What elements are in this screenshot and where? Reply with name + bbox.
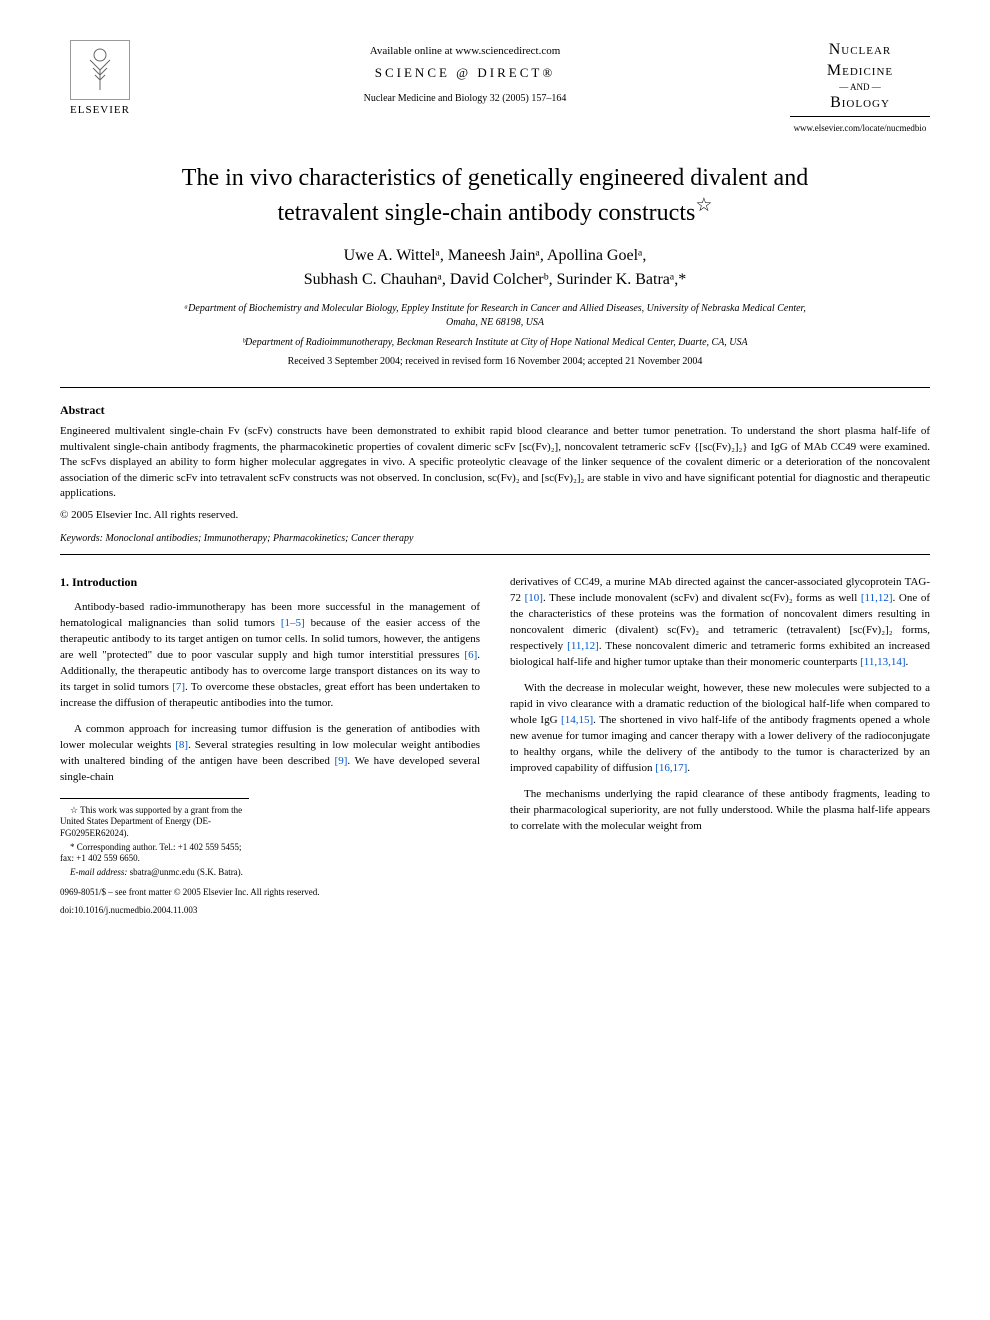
elsevier-logo: ELSEVIER — [60, 40, 140, 116]
intro-heading: 1. Introduction — [60, 575, 480, 590]
title-line-1: The in vivo characteristics of genetical… — [182, 165, 808, 191]
keywords-line: Keywords: Monoclonal antibodies; Immunot… — [60, 533, 930, 544]
rule-above-abstract — [60, 387, 930, 388]
available-online-text: Available online at www.sciencedirect.co… — [140, 45, 790, 57]
ref-link-1-5[interactable]: [1–5] — [281, 617, 305, 629]
abstract-body: Engineered multivalent single-chain Fv (… — [60, 424, 930, 501]
ref-link-14-15[interactable]: [14,15] — [561, 714, 593, 726]
page-header: ELSEVIER Available online at www.science… — [60, 40, 930, 133]
ref-link-16-17[interactable]: [16,17] — [655, 762, 687, 774]
email-label: E-mail address: — [70, 867, 127, 877]
article-title: The in vivo characteristics of genetical… — [60, 163, 930, 229]
rule-below-abstract — [60, 554, 930, 555]
title-star-icon: ☆ — [695, 195, 712, 216]
journal-logo-box: Nuclear Medicine — AND — Biology www.els… — [790, 40, 930, 133]
footnotes-block: ☆ This work was supported by a grant fro… — [60, 798, 249, 879]
journal-title-and: — AND — — [790, 82, 930, 94]
elsevier-tree-icon — [70, 40, 130, 100]
article-dates: Received 3 September 2004; received in r… — [60, 356, 930, 367]
ref-link-10[interactable]: [10] — [525, 592, 543, 604]
ref-link-8[interactable]: [8] — [175, 739, 188, 751]
ref-link-11-13-14[interactable]: [11,13,14] — [860, 656, 905, 668]
authors-block: Uwe A. Wittelᵃ, Maneesh Jainᵃ, Apollina … — [60, 244, 930, 292]
intro-para-2-cont: derivatives of CC49, a murine MAb direct… — [510, 575, 930, 671]
intro-para-3: With the decrease in molecular weight, h… — [510, 681, 930, 777]
intro-para-2: A common approach for increasing tumor d… — [60, 722, 480, 786]
ref-link-11-12[interactable]: [11,12] — [861, 592, 893, 604]
footnote-corresponding: * Corresponding author. Tel.: +1 402 559… — [60, 842, 249, 865]
ref-link-11-12-b[interactable]: [11,12] — [567, 640, 599, 652]
footer-copyright: 0969-8051/$ – see front matter © 2005 El… — [60, 887, 480, 897]
keywords-values: Monoclonal antibodies; Immunotherapy; Ph… — [103, 533, 414, 544]
ref-link-7[interactable]: [7] — [172, 681, 185, 693]
sciencedirect-logo-text: SCIENCE @ DIRECT® — [140, 65, 790, 81]
journal-citation: Nuclear Medicine and Biology 32 (2005) 1… — [140, 93, 790, 104]
footnote-funding: ☆ This work was supported by a grant fro… — [60, 805, 249, 840]
body-columns: 1. Introduction Antibody-based radio-imm… — [60, 575, 930, 896]
intro-para-4: The mechanisms underlying the rapid clea… — [510, 787, 930, 835]
authors-line-2: Subhash C. Chauhanᵃ, David Colcherᵇ, Sur… — [304, 271, 687, 288]
elsevier-text: ELSEVIER — [70, 104, 130, 116]
affiliation-b: ᵇDepartment of Radioimmunotherapy, Beckm… — [60, 336, 930, 350]
abstract-heading: Abstract — [60, 403, 930, 418]
title-line-2: tetravalent single-chain antibody constr… — [277, 200, 695, 226]
ref-link-9[interactable]: [9] — [335, 755, 348, 767]
intro-para-1: Antibody-based radio-immunotherapy has b… — [60, 600, 480, 712]
journal-url: www.elsevier.com/locate/nucmedbio — [790, 123, 930, 133]
keywords-label: Keywords: — [60, 533, 103, 544]
affiliation-a: ᵃDepartment of Biochemistry and Molecula… — [60, 302, 930, 330]
journal-title-word-2: Medicine — [790, 61, 930, 82]
ref-link-6[interactable]: [6] — [464, 649, 477, 661]
journal-title-word-1: Nuclear — [790, 40, 930, 61]
authors-line-1: Uwe A. Wittelᵃ, Maneesh Jainᵃ, Apollina … — [344, 247, 647, 264]
footnote-email: E-mail address: sbatra@unmc.edu (S.K. Ba… — [60, 867, 249, 879]
center-header: Available online at www.sciencedirect.co… — [140, 40, 790, 104]
email-value: sbatra@unmc.edu (S.K. Batra). — [127, 867, 243, 877]
abstract-copyright: © 2005 Elsevier Inc. All rights reserved… — [60, 509, 930, 521]
footer-doi: doi:10.1016/j.nucmedbio.2004.11.003 — [60, 905, 930, 915]
journal-title-word-3: Biology — [790, 93, 930, 114]
